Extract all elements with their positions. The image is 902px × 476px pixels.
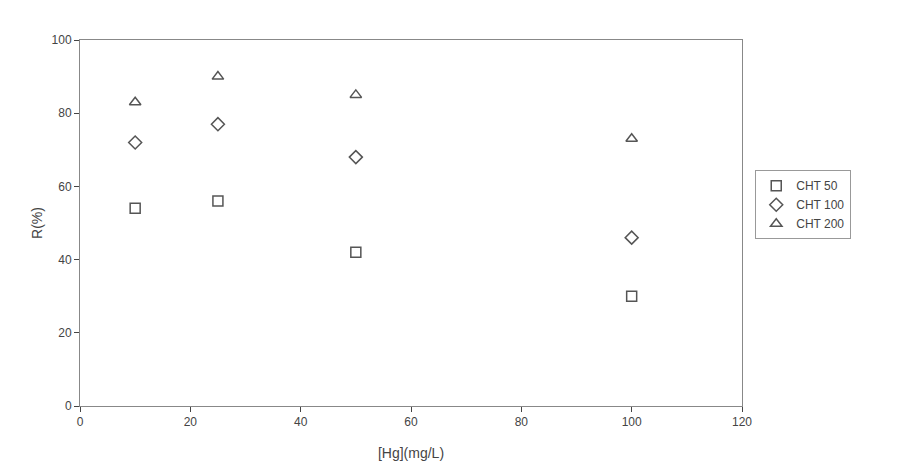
svg-text:40: 40 — [294, 415, 308, 429]
svg-text:R(%): R(%) — [29, 207, 45, 239]
svg-text:60: 60 — [58, 180, 72, 194]
svg-text:20: 20 — [58, 326, 72, 340]
svg-text:100: 100 — [622, 415, 642, 429]
svg-text:0: 0 — [65, 399, 72, 413]
svg-text:80: 80 — [515, 415, 529, 429]
svg-text:20: 20 — [184, 415, 198, 429]
svg-text:CHT 50: CHT 50 — [796, 179, 837, 193]
svg-text:0: 0 — [77, 415, 84, 429]
svg-text:40: 40 — [58, 253, 72, 267]
svg-text:80: 80 — [58, 106, 72, 120]
svg-text:100: 100 — [52, 33, 72, 47]
svg-text:CHT 200: CHT 200 — [796, 217, 844, 231]
svg-text:CHT 100: CHT 100 — [796, 198, 844, 212]
svg-text:[Hg](mg/L): [Hg](mg/L) — [378, 445, 444, 461]
svg-text:120: 120 — [732, 415, 752, 429]
svg-text:60: 60 — [404, 415, 418, 429]
